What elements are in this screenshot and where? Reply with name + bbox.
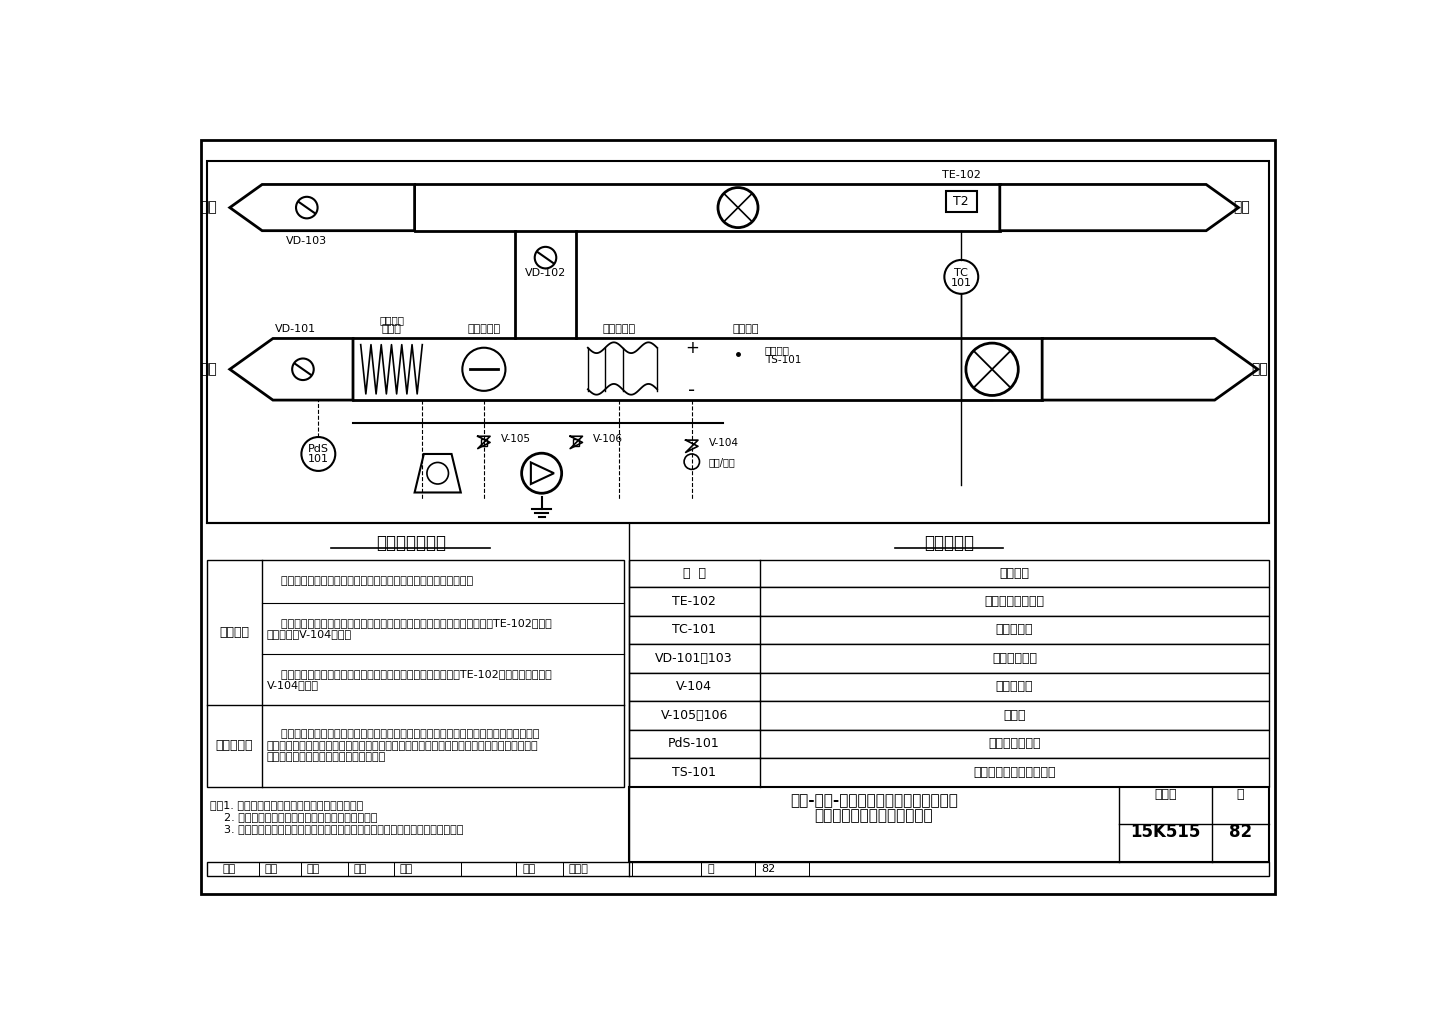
- Text: 送风: 送风: [1251, 362, 1267, 376]
- Text: V-105～106: V-105～106: [661, 709, 727, 722]
- Text: VD-103: VD-103: [287, 237, 327, 247]
- Bar: [207, 862, 1269, 876]
- Text: 排风: 排风: [200, 201, 217, 215]
- Text: 汪超: 汪超: [265, 864, 278, 874]
- Text: 薛晓: 薛晓: [399, 864, 412, 874]
- Text: 直接蒸发段: 直接蒸发段: [602, 325, 635, 334]
- Text: TE-102: TE-102: [672, 595, 716, 608]
- Text: 电磁阀: 电磁阀: [1004, 709, 1025, 722]
- Text: 15K515: 15K515: [1130, 823, 1201, 841]
- Text: V-105: V-105: [501, 434, 531, 444]
- Text: T2: T2: [953, 195, 969, 208]
- Text: 防冻开关（带手动复位）: 防冻开关（带手动复位）: [973, 766, 1056, 779]
- Bar: [207, 560, 624, 786]
- Text: V-104: V-104: [708, 438, 739, 449]
- Text: -: -: [688, 381, 696, 400]
- Text: 82: 82: [762, 864, 775, 874]
- Text: V-106: V-106: [593, 434, 624, 444]
- Text: 101: 101: [308, 455, 328, 464]
- Text: 82: 82: [1228, 823, 1251, 841]
- Text: 电动调节阀: 电动调节阀: [995, 680, 1032, 693]
- Text: 过滤器堵塞信号: 过滤器堵塞信号: [988, 737, 1041, 751]
- Bar: [629, 560, 1269, 587]
- Circle shape: [297, 197, 318, 218]
- Text: 冬季开回风阀，直接蒸发段用于加温，室温由回风温度传感器TE-102控制加热段调节阀
V-104调节。: 冬季开回风阀，直接蒸发段用于加温，室温由回风温度传感器TE-102控制加热段调节…: [266, 669, 552, 690]
- Polygon shape: [230, 339, 353, 400]
- Text: TC: TC: [955, 268, 968, 279]
- Circle shape: [462, 348, 505, 391]
- Bar: [573, 439, 579, 445]
- Polygon shape: [415, 454, 461, 493]
- Text: 页: 页: [1237, 787, 1244, 801]
- Text: TS-101: TS-101: [765, 355, 801, 365]
- Polygon shape: [1043, 339, 1257, 400]
- Text: TE-102: TE-102: [942, 170, 981, 180]
- Text: TC-101: TC-101: [672, 624, 716, 637]
- Text: 夏季关闭回风，关闭直接蒸发，开启间接蒸发段，室内温度由温度传感器TE-102控制表
冷段调节阀V-104调节。: 夏季关闭回风，关闭直接蒸发，开启间接蒸发段，室内温度由温度传感器TE-102控制…: [266, 617, 552, 639]
- Text: 通风空调系统控制互连接线图: 通风空调系统控制互连接线图: [815, 808, 933, 823]
- Polygon shape: [531, 463, 554, 484]
- Text: 温度控制器: 温度控制器: [995, 624, 1032, 637]
- Text: 符  号: 符 号: [683, 567, 706, 581]
- Circle shape: [426, 463, 448, 484]
- Text: 注：1. 此种形式的空调机组通常生潮湿地区使用。
    2. 在冬季寒冷地区使用需考虑室外空气预热措施。
    3. 间接蒸发冷却段还有其他形式，如间接段为: 注：1. 此种形式的空调机组通常生潮湿地区使用。 2. 在冬季寒冷地区使用需考虑…: [210, 801, 464, 834]
- Text: 外部设备表: 外部设备表: [924, 534, 973, 552]
- Bar: [481, 439, 487, 445]
- Text: 间接蒸发段: 间接蒸发段: [468, 325, 501, 334]
- Bar: [629, 730, 1269, 758]
- Circle shape: [966, 343, 1018, 395]
- Bar: [629, 758, 1269, 786]
- Text: 设计: 设计: [523, 864, 536, 874]
- Text: （预热）: （预热）: [379, 315, 405, 325]
- Bar: [629, 701, 1269, 730]
- Text: 过渡季使用全新风，考虑外温度较高需同时开启直接蒸发冷却段。: 过渡季使用全新风，考虑外温度较高需同时开启直接蒸发冷却段。: [266, 577, 472, 587]
- Text: PdS-101: PdS-101: [668, 737, 720, 751]
- Text: 回风: 回风: [1233, 201, 1250, 215]
- Text: PdS: PdS: [308, 444, 328, 455]
- Text: 校对: 校对: [353, 864, 366, 874]
- Polygon shape: [230, 184, 415, 230]
- Circle shape: [719, 187, 757, 227]
- Text: 页: 页: [707, 864, 714, 874]
- Bar: [946, 190, 976, 212]
- Text: 101: 101: [950, 279, 972, 288]
- Text: 控制说明及要求: 控制说明及要求: [376, 534, 446, 552]
- Text: 热盘管: 热盘管: [382, 325, 402, 334]
- Bar: [629, 673, 1269, 701]
- Text: 审核: 审核: [222, 864, 235, 874]
- Bar: [629, 587, 1269, 615]
- Polygon shape: [999, 184, 1238, 230]
- Circle shape: [292, 358, 314, 380]
- Text: VD-101～103: VD-101～103: [655, 652, 733, 665]
- Text: TS-101: TS-101: [672, 766, 716, 779]
- Bar: [629, 786, 1269, 862]
- Text: 间接-直接-机械制冷三级全空气蒸发冷却: 间接-直接-机械制冷三级全空气蒸发冷却: [791, 793, 958, 808]
- Circle shape: [534, 247, 556, 268]
- Text: 新风: 新风: [200, 362, 217, 376]
- Text: 防冻开关: 防冻开关: [765, 345, 791, 355]
- Text: 电动调节风阀: 电动调节风阀: [992, 652, 1037, 665]
- Circle shape: [945, 260, 978, 294]
- Text: 风管式温度传感器: 风管式温度传感器: [985, 595, 1044, 608]
- Text: 夏季/冬季: 夏季/冬季: [708, 457, 736, 467]
- Text: VD-102: VD-102: [524, 268, 566, 279]
- Bar: [629, 615, 1269, 644]
- Text: VD-101: VD-101: [275, 325, 315, 334]
- Circle shape: [301, 437, 336, 471]
- Bar: [629, 644, 1269, 673]
- Text: 沈起: 沈起: [307, 864, 320, 874]
- Text: V-104: V-104: [677, 680, 713, 693]
- Text: +: +: [685, 339, 698, 356]
- Text: 图集号: 图集号: [1153, 787, 1176, 801]
- Text: 冷热盘管: 冷热盘管: [733, 325, 759, 334]
- Text: 器件名称: 器件名称: [999, 567, 1030, 581]
- Text: 强天伟: 强天伟: [569, 864, 589, 874]
- Text: 联锁及保护: 联锁及保护: [216, 739, 253, 753]
- Text: 工作原理: 工作原理: [219, 626, 249, 639]
- Circle shape: [521, 454, 562, 494]
- Circle shape: [684, 454, 700, 469]
- Text: 风机启停、风阀、电动调节阀联动开闭，风机启动后，其两侧压差低于某设定值时，故障
报警并停机，过滤器两侧之压差过高超过设定值时，自动报警，查管出口处设置的防冻开关: 风机启停、风阀、电动调节阀联动开闭，风机启动后，其两侧压差低于某设定值时，故障 …: [266, 729, 539, 763]
- Bar: [207, 162, 1269, 523]
